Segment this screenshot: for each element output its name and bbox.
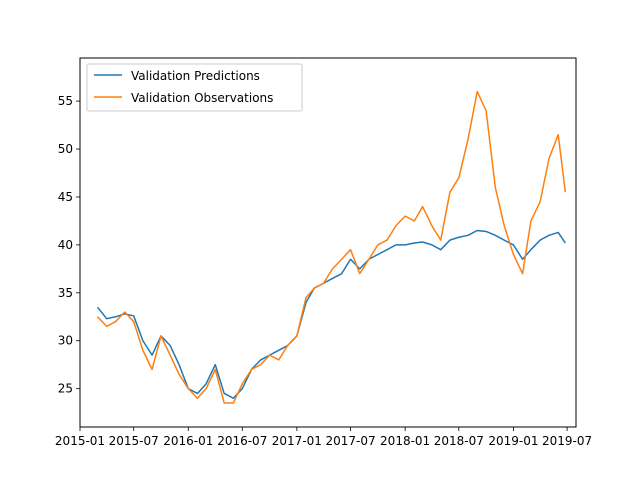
y-tick-label: 35 (58, 286, 73, 300)
x-tick-label: 2016-01 (163, 434, 213, 448)
x-tick-label: 2018-01 (380, 434, 430, 448)
y-tick-label: 25 (58, 382, 73, 396)
y-tick-label: 45 (58, 190, 73, 204)
x-tick-label: 2017-01 (272, 434, 322, 448)
y-tick-label: 40 (58, 238, 73, 252)
x-tick-label: 2018-07 (434, 434, 484, 448)
y-tick-label: 50 (58, 142, 73, 156)
x-axis: 2015-01 2015-07 2016-01 2016-07 2017-01 2017-… (55, 427, 592, 448)
legend-label-observations: Validation Observations (131, 91, 273, 105)
legend: Validation Predictions Validation Observ… (86, 63, 303, 112)
x-tick-label: 2019-07 (542, 434, 592, 448)
x-tick-label: 2016-07 (217, 434, 267, 448)
x-tick-label: 2017-07 (325, 434, 375, 448)
series-layer (96, 90, 567, 404)
y-tick-label: 30 (58, 334, 73, 348)
x-tick-label: 2019-01 (488, 434, 538, 448)
plot-frame (79, 57, 577, 428)
x-tick-label: 2015-01 (55, 434, 105, 448)
legend-label-predictions: Validation Predictions (131, 69, 260, 83)
legend-box (86, 63, 303, 112)
series-line-1 (96, 90, 567, 404)
y-axis: 25 30 35 40 45 50 55 (58, 94, 80, 396)
y-tick-label: 55 (58, 94, 73, 108)
series-line-0 (96, 229, 566, 399)
x-tick-label: 2015-07 (109, 434, 159, 448)
